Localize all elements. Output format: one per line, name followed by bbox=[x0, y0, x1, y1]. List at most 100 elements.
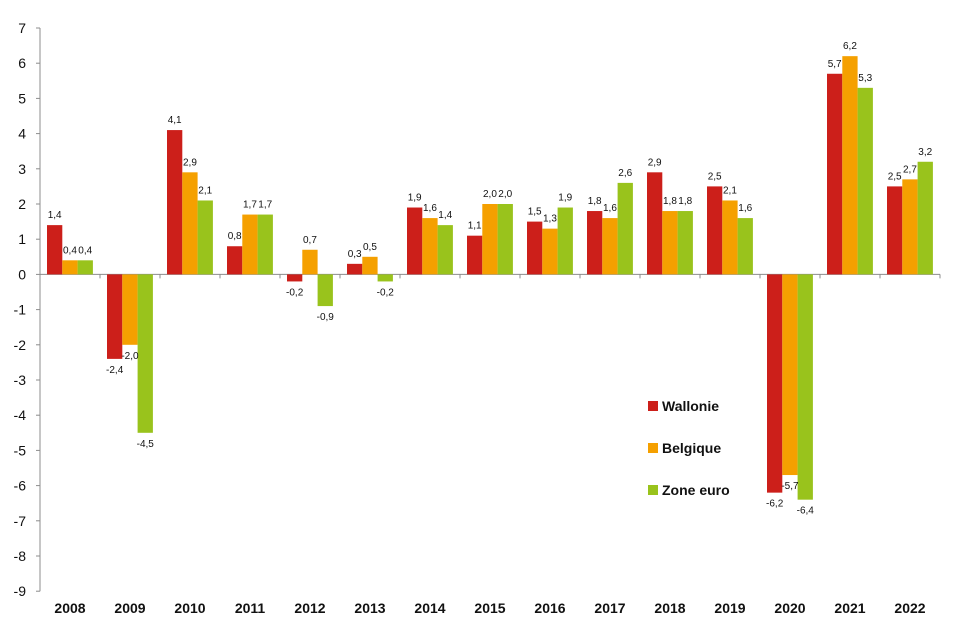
y-tick-label: -7 bbox=[14, 513, 27, 529]
data-label: 0,8 bbox=[228, 231, 242, 242]
legend-swatch bbox=[648, 443, 658, 453]
bar bbox=[797, 274, 813, 500]
x-tick-label: 2013 bbox=[354, 600, 385, 616]
data-label: 1,9 bbox=[558, 193, 572, 204]
data-label: 2,1 bbox=[723, 185, 737, 196]
bar bbox=[737, 218, 753, 275]
bar bbox=[722, 200, 738, 275]
legend-label: Zone euro bbox=[662, 482, 730, 498]
data-label: 1,6 bbox=[738, 203, 752, 214]
bar bbox=[257, 214, 273, 275]
data-label: -4,5 bbox=[137, 439, 155, 450]
bar bbox=[317, 274, 333, 307]
axes: 7 6 5 4 3 2 1 0 -1 -2 -3 -4 -5 -6 -7 -8 -9 2008 2009 2010 20… bbox=[14, 20, 941, 616]
bar bbox=[617, 182, 633, 275]
data-label: 1,7 bbox=[243, 200, 257, 211]
legend-swatch bbox=[648, 485, 658, 495]
data-label: 2,9 bbox=[648, 157, 662, 168]
y-tick-label: 1 bbox=[18, 231, 26, 247]
bar bbox=[587, 211, 603, 275]
data-label: 1,3 bbox=[543, 214, 557, 225]
y-tick-label: 5 bbox=[18, 90, 26, 106]
bar bbox=[557, 207, 573, 275]
data-label: 5,3 bbox=[858, 73, 872, 84]
bar bbox=[362, 256, 378, 275]
data-label: -6,2 bbox=[766, 499, 784, 510]
bar bbox=[707, 186, 723, 275]
x-tick-label: 2020 bbox=[774, 600, 805, 616]
data-label: -2,4 bbox=[106, 365, 124, 376]
bar bbox=[767, 274, 783, 493]
x-tick-label: 2015 bbox=[474, 600, 505, 616]
x-tick-label: 2011 bbox=[235, 600, 266, 616]
data-label: 1,8 bbox=[663, 196, 677, 207]
data-label: 2,7 bbox=[903, 164, 917, 175]
y-tick-label: -5 bbox=[14, 442, 27, 458]
y-tick-label: 6 bbox=[18, 55, 26, 71]
legend-label: Belgique bbox=[662, 440, 721, 456]
data-label: 4,1 bbox=[168, 115, 182, 126]
y-tick-label: -1 bbox=[14, 302, 27, 318]
y-tick-label: 7 bbox=[18, 20, 26, 36]
y-tick-label: 2 bbox=[18, 196, 26, 212]
data-label: 1,6 bbox=[603, 203, 617, 214]
bar bbox=[167, 130, 183, 275]
x-tick-label: 2017 bbox=[594, 600, 625, 616]
bar bbox=[197, 200, 213, 275]
bar bbox=[107, 274, 123, 359]
data-label: -6,4 bbox=[797, 506, 815, 517]
y-tick-label: -3 bbox=[14, 372, 27, 388]
bar bbox=[437, 225, 453, 275]
data-label: -5,7 bbox=[781, 481, 799, 492]
bars bbox=[47, 56, 933, 500]
x-tick-label: 2012 bbox=[294, 600, 325, 616]
data-label: 0,5 bbox=[363, 242, 377, 253]
y-tick-label: 3 bbox=[18, 161, 26, 177]
data-label: 2,6 bbox=[618, 168, 632, 179]
bar bbox=[902, 179, 918, 275]
bar bbox=[77, 260, 93, 275]
y-tick-label: 0 bbox=[18, 266, 26, 282]
data-label: -0,2 bbox=[377, 287, 395, 298]
bar bbox=[482, 204, 498, 275]
data-label: 1,5 bbox=[528, 207, 542, 218]
data-label: 1,7 bbox=[258, 200, 272, 211]
bar bbox=[542, 228, 558, 275]
x-tick-label: 2022 bbox=[894, 600, 925, 616]
data-label: 2,0 bbox=[498, 189, 512, 200]
data-label: 1,6 bbox=[423, 203, 437, 214]
legend: Wallonie Belgique Zone euro bbox=[648, 398, 730, 498]
x-tick-label: 2008 bbox=[54, 600, 85, 616]
y-tick-label: -6 bbox=[14, 478, 27, 494]
data-label: 2,5 bbox=[708, 171, 722, 182]
x-tick-label: 2021 bbox=[834, 600, 865, 616]
bar bbox=[497, 204, 513, 275]
data-labels: 1,4 -2,4 4,1 0,8 -0,2 0,3 1,9 1,1 1,5 1,8 2,9 2,5 -6… bbox=[48, 41, 933, 517]
data-label: 1,9 bbox=[408, 193, 422, 204]
bar bbox=[47, 225, 63, 275]
y-tick-label: -8 bbox=[14, 548, 27, 564]
data-label: 6,2 bbox=[843, 41, 857, 52]
x-tick-label: 2019 bbox=[714, 600, 745, 616]
y-tick-label: -9 bbox=[14, 583, 27, 599]
data-label: 0,4 bbox=[63, 245, 77, 256]
bar bbox=[662, 211, 678, 275]
legend-label: Wallonie bbox=[662, 398, 719, 414]
bar bbox=[467, 235, 483, 275]
data-label: 2,0 bbox=[483, 189, 497, 200]
bar bbox=[302, 249, 318, 275]
bar bbox=[182, 172, 198, 275]
data-label: -0,2 bbox=[286, 287, 304, 298]
bar bbox=[407, 207, 423, 275]
data-label: -2,0 bbox=[121, 351, 139, 362]
data-label: 5,7 bbox=[828, 59, 842, 70]
bar bbox=[602, 218, 618, 275]
y-tick-label: 4 bbox=[18, 126, 26, 142]
data-label: 0,4 bbox=[78, 245, 92, 256]
x-tick-label: 2018 bbox=[654, 600, 685, 616]
data-label: 1,1 bbox=[468, 221, 482, 232]
data-label: -0,9 bbox=[317, 312, 335, 323]
data-label: 1,8 bbox=[588, 196, 602, 207]
